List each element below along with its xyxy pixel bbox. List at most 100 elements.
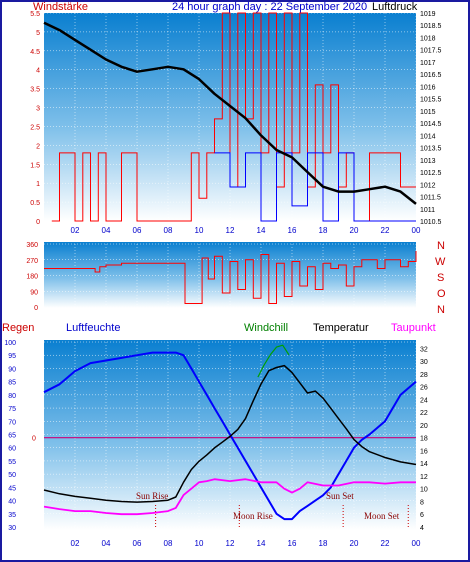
x-tick-0-9: 20 xyxy=(350,226,359,235)
dewpoint-line xyxy=(43,478,416,516)
regen-label: Regen xyxy=(2,322,34,334)
x-tick-2-9: 20 xyxy=(350,539,359,548)
temp-y-tick-11: 26 xyxy=(420,385,428,392)
annotation-moon-rise: Moon Rise xyxy=(233,511,273,521)
x-tick-0-11: 00 xyxy=(412,226,421,235)
dir-y-tick-3: 270 xyxy=(26,258,38,265)
x-tick-0-1: 04 xyxy=(102,226,111,235)
temp-y-tick-5: 14 xyxy=(420,461,428,468)
pressure-y-tick-2: 1011.5 xyxy=(420,195,441,202)
dir-y-tick-2: 180 xyxy=(26,274,38,281)
temp-y-tick-4: 12 xyxy=(420,474,428,481)
x-tick-0-7: 16 xyxy=(288,226,297,235)
x-tick-2-2: 06 xyxy=(133,539,142,548)
luftfeuchte-label: Luftfeuchte xyxy=(66,322,120,334)
temperatur-label: Temperatur xyxy=(313,322,369,334)
direction-letter-o: O xyxy=(437,288,446,300)
x-tick-2-5: 12 xyxy=(226,539,235,548)
pressure-y-tick-8: 1014.5 xyxy=(420,121,442,128)
dir-y-tick-1: 90 xyxy=(30,289,38,296)
temp-y-tick-9: 22 xyxy=(420,410,428,417)
temp-y-tick-2: 8 xyxy=(420,499,424,506)
temp-y-tick-12: 28 xyxy=(420,372,428,379)
pressure-y-tick-9: 1015 xyxy=(420,109,436,116)
pressure-y-tick-15: 1018 xyxy=(420,35,436,42)
temp-y-tick-0: 4 xyxy=(420,525,424,532)
humidity-y-tick-5: 55 xyxy=(8,459,16,466)
pressure-y-tick-13: 1017 xyxy=(420,60,436,67)
humidity-y-tick-11: 85 xyxy=(8,380,16,387)
x-tick-0-8: 18 xyxy=(319,226,328,235)
temp-y-tick-8: 20 xyxy=(420,423,428,430)
windchill-label: Windchill xyxy=(244,322,288,334)
x-tick-2-7: 16 xyxy=(288,539,297,548)
direction-letter-n-bottom: N xyxy=(437,304,445,316)
pressure-y-tick-4: 1012.5 xyxy=(420,170,442,177)
pressure-y-tick-16: 1018.5 xyxy=(420,23,442,30)
wind-y-tick-4: 2 xyxy=(36,143,40,150)
pressure-y-tick-6: 1013.5 xyxy=(420,146,442,153)
pressure-y-tick-12: 1016.5 xyxy=(420,72,442,79)
wind-y-tick-8: 4 xyxy=(36,68,40,75)
x-tick-2-3: 08 xyxy=(164,539,173,548)
humidity-y-tick-14: 100 xyxy=(4,340,16,347)
x-tick-2-10: 22 xyxy=(381,539,390,548)
humidity-y-tick-3: 45 xyxy=(8,485,16,492)
temp-y-tick-13: 30 xyxy=(420,359,428,366)
dir-y-tick-4: 360 xyxy=(26,242,38,249)
humidity-y-tick-4: 50 xyxy=(8,472,16,479)
x-tick-0-4: 10 xyxy=(195,226,204,235)
temp-y-tick-14: 32 xyxy=(420,346,428,353)
regen-y-tick-0: 0 xyxy=(32,436,36,443)
taupunkt-label: Taupunkt xyxy=(391,322,436,334)
wind-y-tick-9: 4.5 xyxy=(30,49,40,56)
humidity-y-tick-8: 70 xyxy=(8,419,16,426)
header-right-title: Luftdruck xyxy=(372,1,418,13)
wind-y-tick-6: 3 xyxy=(36,106,40,113)
annotation-moon-set: Moon Set xyxy=(364,511,400,521)
pressure-y-tick-17: 1019 xyxy=(420,11,436,18)
direction-letter-n-top: N xyxy=(437,240,445,252)
pressure-y-tick-3: 1012 xyxy=(420,182,436,189)
wind-y-tick-1: 0.5 xyxy=(30,200,40,207)
wind-y-tick-5: 2.5 xyxy=(30,124,40,131)
temp-y-tick-1: 6 xyxy=(420,512,424,519)
temp-y-tick-3: 10 xyxy=(420,487,428,494)
axis-labels: 0 0.5 1 1.5 2 2.5 3 3.5 4 4.5 5 5.5 1010.5 1011 1011.5… xyxy=(4,11,441,548)
direction-letter-s: S xyxy=(437,272,444,284)
humidity-y-tick-10: 80 xyxy=(8,393,16,400)
humidity-y-tick-2: 40 xyxy=(8,499,16,506)
annotation-sun-set: Sun Set xyxy=(326,491,354,501)
wind-y-tick-2: 1 xyxy=(36,181,40,188)
x-tick-2-1: 04 xyxy=(102,539,111,548)
x-tick-0-5: 12 xyxy=(226,226,235,235)
wind-line xyxy=(51,12,416,222)
gust-line xyxy=(214,152,416,222)
x-tick-0-3: 08 xyxy=(164,226,173,235)
annotation-sun-rise: Sun Rise xyxy=(136,491,168,501)
humidity-y-tick-12: 90 xyxy=(8,366,16,373)
temp-y-tick-7: 18 xyxy=(420,436,428,443)
humidity-y-tick-0: 30 xyxy=(8,525,16,532)
humidity-y-tick-1: 35 xyxy=(8,512,16,519)
header-center-title: 24 hour graph day : 22 September 2020 xyxy=(172,1,367,13)
humidity-y-tick-13: 95 xyxy=(8,353,16,360)
pressure-y-tick-11: 1016 xyxy=(420,84,436,91)
x-tick-2-4: 10 xyxy=(195,539,204,548)
x-tick-2-6: 14 xyxy=(257,539,266,548)
temperature-line xyxy=(43,364,417,503)
x-tick-2-0: 02 xyxy=(71,539,80,548)
x-tick-0-0: 02 xyxy=(71,226,80,235)
pressure-y-tick-0: 1010.5 xyxy=(420,219,442,226)
pressure-y-tick-7: 1014 xyxy=(420,133,436,140)
series-lines xyxy=(43,12,417,527)
pressure-y-tick-14: 1017.5 xyxy=(420,48,442,55)
pressure-y-tick-10: 1015.5 xyxy=(420,97,442,104)
x-tick-0-2: 06 xyxy=(133,226,142,235)
temp-y-tick-6: 16 xyxy=(420,448,428,455)
humidity-y-tick-9: 75 xyxy=(8,406,16,413)
wind-y-tick-7: 3.5 xyxy=(30,87,40,94)
temp-y-tick-10: 24 xyxy=(420,397,428,404)
